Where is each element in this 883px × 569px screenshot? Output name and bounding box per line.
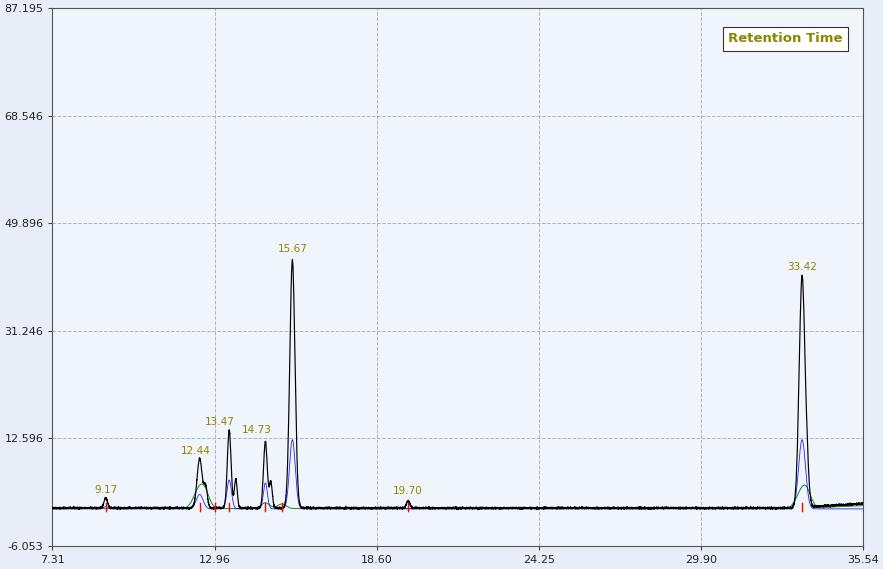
Text: 13.47: 13.47 (205, 417, 235, 427)
Text: 14.73: 14.73 (242, 425, 271, 435)
Text: 15.67: 15.67 (277, 244, 307, 254)
Text: 33.42: 33.42 (787, 262, 817, 271)
Text: 12.44: 12.44 (181, 446, 210, 456)
Text: Retention Time: Retention Time (728, 32, 842, 46)
Text: 19.70: 19.70 (393, 486, 423, 497)
Text: 9.17: 9.17 (94, 485, 117, 495)
